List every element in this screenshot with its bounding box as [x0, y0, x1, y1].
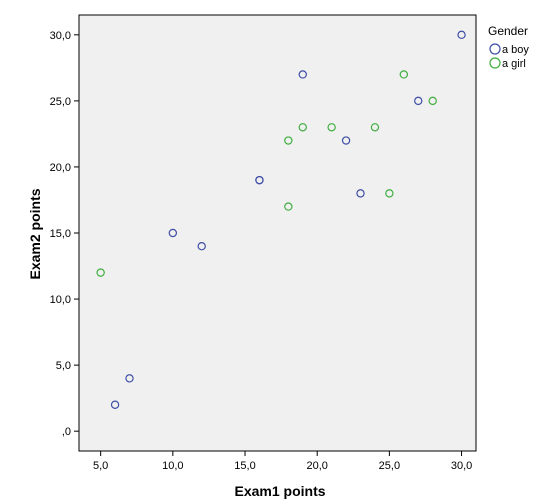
- data-point-girl: [96, 268, 105, 277]
- x-tick-label: 15,0: [234, 460, 255, 472]
- x-axis-title: Exam1 points: [234, 483, 325, 499]
- y-tick-label: 10,0: [50, 294, 71, 306]
- x-tick-label: 30,0: [451, 460, 472, 472]
- y-tick-label: 20,0: [50, 162, 71, 174]
- data-point-boy: [341, 136, 351, 145]
- y-axis-title: Exam2 points: [27, 188, 43, 279]
- legend-marker-boy: [489, 43, 501, 55]
- legend-marker-girl: [489, 57, 501, 69]
- x-tick-label: 25,0: [379, 460, 400, 472]
- y-tick-label: ,0: [62, 426, 71, 438]
- data-point-girl: [370, 123, 380, 132]
- data-point-boy: [125, 374, 134, 383]
- y-tick-label: 15,0: [50, 228, 71, 240]
- data-point-boy: [168, 228, 178, 238]
- data-point-boy: [197, 242, 206, 251]
- data-point-girl: [327, 123, 336, 132]
- data-point-girl: [284, 202, 293, 211]
- legend-title: Gender: [488, 24, 528, 38]
- data-point-boy: [110, 400, 120, 409]
- data-point-girl: [428, 96, 437, 106]
- plot-area: [78, 14, 477, 452]
- y-tick-label: 30,0: [50, 30, 71, 42]
- axis-ticks: 5,0 10,0 15,0 20,0 25,0 30,0 ,0 5,0 10,0 15,0 20,0…: [50, 30, 473, 472]
- data-point-boy: [414, 96, 423, 106]
- data-point-boy: [298, 70, 307, 79]
- data-point-girl: [385, 189, 394, 198]
- legend: Gender a boy a girl: [488, 24, 529, 70]
- data-points: [96, 30, 466, 409]
- y-tick-label: 5,0: [56, 360, 71, 372]
- data-point-boy: [356, 189, 365, 198]
- x-tick-label: 5,0: [93, 460, 108, 472]
- legend-label-girl: a girl: [502, 58, 526, 70]
- legend-label-boy: a boy: [502, 44, 529, 56]
- data-point-boy: [457, 30, 466, 40]
- y-tick-label: 25,0: [50, 96, 71, 108]
- data-point-girl: [298, 123, 307, 132]
- data-point-girl: [284, 136, 293, 145]
- x-tick-label: 20,0: [306, 460, 327, 472]
- x-tick-label: 10,0: [162, 460, 183, 472]
- data-point-girl: [399, 70, 409, 79]
- data-point-boy: [255, 175, 264, 185]
